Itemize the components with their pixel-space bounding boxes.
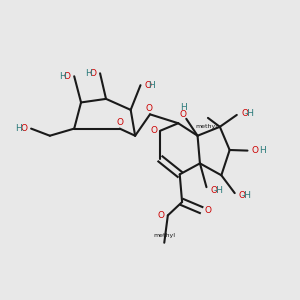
Text: O: O bbox=[145, 104, 152, 113]
Text: -H: -H bbox=[213, 186, 224, 195]
Text: methyl: methyl bbox=[196, 124, 217, 129]
Text: H: H bbox=[260, 146, 266, 155]
Text: H: H bbox=[148, 81, 155, 90]
Text: O: O bbox=[241, 109, 248, 118]
Text: H: H bbox=[85, 69, 92, 78]
Text: H: H bbox=[180, 103, 187, 112]
Text: O: O bbox=[158, 211, 165, 220]
Text: H: H bbox=[15, 124, 22, 133]
Text: H: H bbox=[59, 72, 66, 81]
Text: -H: -H bbox=[242, 191, 252, 200]
Text: O: O bbox=[145, 81, 152, 90]
Text: O: O bbox=[204, 206, 211, 214]
Text: O: O bbox=[89, 69, 97, 78]
Text: .: . bbox=[22, 124, 25, 133]
Text: O: O bbox=[180, 110, 187, 119]
Text: O: O bbox=[150, 126, 158, 135]
Text: methyl: methyl bbox=[153, 233, 175, 238]
Text: O: O bbox=[238, 191, 245, 200]
Text: O: O bbox=[116, 118, 123, 127]
Text: O: O bbox=[252, 146, 259, 155]
Text: O: O bbox=[20, 124, 28, 133]
Text: -H: -H bbox=[244, 109, 254, 118]
Text: O: O bbox=[210, 186, 217, 195]
Text: O: O bbox=[64, 72, 70, 81]
